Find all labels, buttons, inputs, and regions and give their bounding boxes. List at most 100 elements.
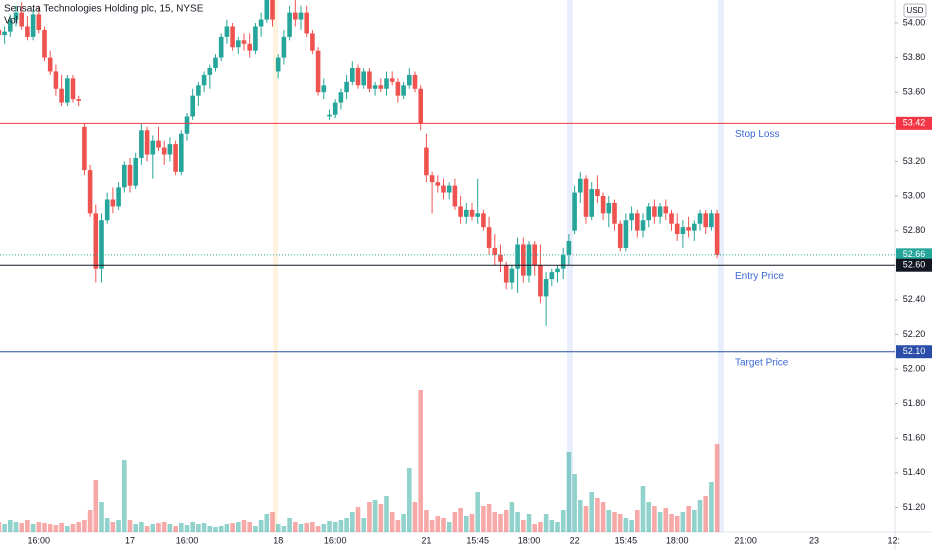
y-tick-label: 53.80 [903, 52, 926, 62]
volume-label: Vol [4, 16, 18, 27]
candle-body [93, 213, 99, 269]
candle-body [521, 244, 526, 276]
volume-bar [492, 512, 498, 532]
candle-body [412, 74, 418, 89]
candle-body [492, 247, 498, 255]
volume-bar [703, 496, 708, 532]
volume-bar [452, 512, 458, 532]
candle-body [264, 0, 270, 20]
volume-bar [241, 520, 247, 532]
candle-body [167, 144, 173, 155]
volume-bar [509, 502, 515, 532]
volume-bar [213, 527, 218, 532]
x-tick-label: 21:00 [734, 535, 757, 545]
candle-body [184, 116, 190, 134]
candle-body [82, 126, 87, 171]
volume-bar [338, 520, 344, 532]
candle-body [555, 268, 560, 273]
candle-body [116, 187, 121, 207]
level-value-label: 53.42 [903, 118, 926, 128]
candle-body [486, 227, 492, 248]
volume-bar [116, 520, 121, 532]
volume-bar [617, 514, 623, 532]
volume-bar [144, 526, 150, 532]
candle-body [652, 206, 657, 217]
volume-bar [2, 524, 7, 532]
volume-bar [8, 520, 13, 532]
x-tick-label: 22 [570, 535, 580, 545]
volume-bar [104, 518, 110, 532]
volume-bar [327, 521, 332, 532]
volume-bar [714, 444, 720, 532]
currency: USD [907, 6, 924, 15]
candle-body [327, 114, 332, 117]
volume-bar [521, 520, 526, 532]
candle-body [344, 81, 349, 93]
candle-body [99, 220, 104, 269]
volume-bar [298, 524, 304, 532]
candle-body [13, 12, 19, 20]
volume-bar [441, 518, 446, 532]
volume-bar [652, 506, 657, 532]
volume-bar [595, 498, 600, 532]
candle-body [350, 67, 355, 82]
volume-bar [583, 506, 589, 532]
volume-bar [407, 468, 412, 532]
candle-body [161, 147, 167, 155]
volume-bar [161, 522, 167, 532]
volume-bar [549, 520, 555, 532]
volume-bar [190, 522, 195, 532]
level-box [896, 116, 932, 130]
chart-title: Sensata Technologies Holding plc, 15, NY… [4, 4, 204, 15]
volume-bar [572, 474, 577, 532]
candle-body [441, 185, 446, 193]
candle-body [669, 213, 674, 224]
x-tick-label: 16:00 [324, 535, 347, 545]
y-tick-label: 51.20 [903, 502, 926, 512]
candle-body [692, 223, 697, 231]
volume-bar [70, 524, 76, 532]
volume-bar [646, 502, 651, 532]
candle-body [190, 95, 195, 117]
volume-bar [378, 504, 384, 532]
candle-body [258, 19, 264, 27]
candle-body [686, 227, 691, 231]
volume-bar [503, 510, 509, 532]
x-tick-label: 18 [273, 535, 283, 545]
volume-bar [424, 510, 429, 532]
y-tick-label: 52.00 [903, 363, 926, 373]
candle-body [595, 189, 600, 197]
volume-bar [680, 512, 686, 532]
session-break [567, 0, 573, 532]
volume-bar [372, 500, 378, 532]
candle-body [509, 268, 515, 283]
candle-body [424, 147, 429, 176]
volume-bar [589, 492, 594, 532]
volume-bar [543, 514, 549, 532]
volume-bar [184, 525, 190, 532]
candle-body [367, 71, 372, 89]
candle-body [640, 220, 646, 231]
candle-body [646, 206, 651, 221]
candle-body [196, 85, 201, 96]
currency-badge[interactable] [903, 3, 927, 18]
y-tick-label: 51.80 [903, 398, 926, 408]
volume-bar [19, 523, 24, 532]
candle-body [218, 36, 224, 58]
session-break [273, 0, 278, 532]
volume-bar [253, 526, 258, 532]
candle-body [338, 92, 344, 103]
volume-bar [429, 520, 435, 532]
y-tick-label: 53.60 [903, 87, 926, 97]
candle-body [583, 178, 589, 217]
volume-bar [566, 452, 572, 532]
volume-bar [623, 518, 629, 532]
candle-body [612, 202, 617, 224]
candle-body [2, 31, 7, 36]
volume-bar [526, 514, 532, 532]
candle-body [703, 213, 708, 228]
candle-body [144, 130, 150, 155]
volume-bar [515, 512, 520, 532]
